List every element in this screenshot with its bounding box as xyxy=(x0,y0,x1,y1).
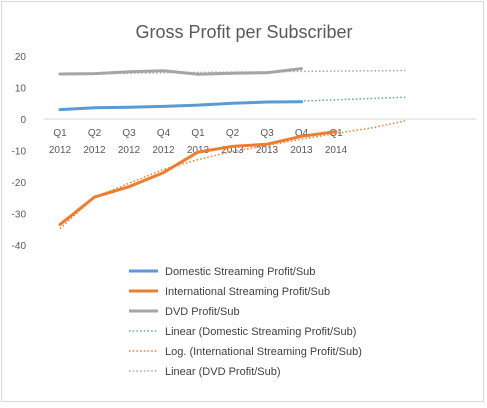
legend-label: International Streaming Profit/Sub xyxy=(165,286,330,298)
x-tick-label-quarter: Q1 xyxy=(53,128,67,139)
y-tick-label: -20 xyxy=(12,178,27,189)
x-tick-label-quarter: Q1 xyxy=(191,128,205,139)
series-line xyxy=(58,130,338,226)
x-tick-label-year: 2012 xyxy=(83,145,106,156)
series-line xyxy=(58,67,303,76)
y-tick-label: 20 xyxy=(15,52,27,63)
legend-label: Log. (International Streaming Profit/Sub… xyxy=(165,346,362,358)
x-tick-label-quarter: Q3 xyxy=(260,128,274,139)
x-tick-label-quarter: Q4 xyxy=(295,128,309,139)
y-axis: 20 10 0 -10 -20 -30 -40 xyxy=(12,52,476,252)
x-tick-label-year: 2014 xyxy=(325,145,348,156)
x-tick-label-quarter: Q2 xyxy=(226,128,240,139)
y-tick-label: -40 xyxy=(12,241,27,252)
x-tick-label-year: 2013 xyxy=(187,145,210,156)
chart-svg: Gross Profit per Subscriber 20 10 0 -10 -20 -… xyxy=(12,22,476,378)
x-tick-label-quarter: Q4 xyxy=(157,128,171,139)
x-tick-label-year: 2012 xyxy=(118,145,141,156)
x-tick-label-quarter: Q3 xyxy=(122,128,136,139)
y-tick-label: -10 xyxy=(12,147,27,158)
x-axis: Q1 2012 Q2 2012 Q3 2012 Q4 2012 Q1 2013 Q2 2013 Q3 20… xyxy=(49,128,348,156)
x-tick-label-year: 2013 xyxy=(290,145,313,156)
y-tick-label: -30 xyxy=(12,210,27,221)
x-tick-label-year: 2013 xyxy=(256,145,279,156)
x-tick-label-year: 2012 xyxy=(152,145,175,156)
x-tick-label-year: 2012 xyxy=(49,145,72,156)
y-tick-label: 10 xyxy=(15,84,27,95)
legend-label: DVD Profit/Sub xyxy=(165,306,240,318)
legend-label: Domestic Streaming Profit/Sub xyxy=(165,266,315,278)
x-tick-label-quarter: Q2 xyxy=(88,128,102,139)
y-tick-label: 0 xyxy=(20,115,26,126)
series-lines xyxy=(58,67,338,226)
trendlines xyxy=(59,69,406,230)
chart-title: Gross Profit per Subscriber xyxy=(135,22,352,42)
trendline xyxy=(59,120,406,230)
series-line xyxy=(58,100,303,112)
chart-frame: Gross Profit per Subscriber 20 10 0 -10 -20 -… xyxy=(1,1,484,402)
x-tick-label-quarter: Q1 xyxy=(329,128,343,139)
x-tick-label-year: 2013 xyxy=(221,145,244,156)
legend-label: Linear (Domestic Streaming Profit/Sub) xyxy=(165,326,356,338)
legend-label: Linear (DVD Profit/Sub) xyxy=(165,366,281,378)
legend: Domestic Streaming Profit/Sub Internation… xyxy=(129,266,362,378)
